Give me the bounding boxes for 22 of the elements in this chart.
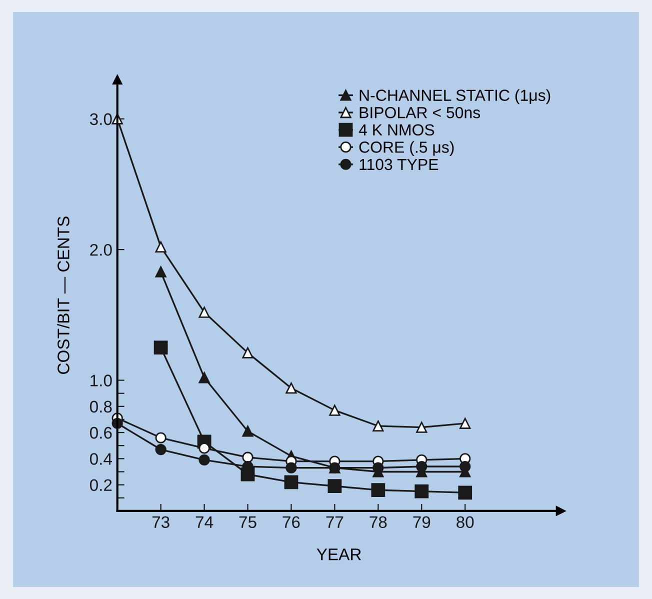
x-tick-label: 76 [282,516,300,528]
y-tick-label: 0.8 [90,400,112,413]
y-tick-label: 3.0 [90,113,112,126]
legend-label: 1103 TYPE [360,158,438,170]
y-tick-label: 0.6 [90,426,112,439]
legend-label: 4 K NMOS [358,124,434,136]
legend-label: BIPOLAR < 50ns [360,106,480,118]
y-tick-label: 1.0 [90,374,112,386]
x-tick-label: 79 [413,516,430,528]
x-tick-label: 74 [196,516,214,528]
x-axis-title: YEAR [316,548,361,560]
x-tick-label: 78 [370,516,387,528]
x-tick-label: 73 [152,516,170,528]
y-tick-label: 0.2 [90,479,112,492]
x-tick-label: 80 [456,516,474,528]
y-axis-title: COST/BIT — CENTS [57,216,70,374]
x-tick-label: 77 [326,516,344,528]
y-tick-label: 0.4 [90,453,112,465]
y-tick-label: 2.0 [90,244,112,256]
legend-label: CORE (.5 μs) [359,141,454,156]
x-tick-label: 75 [239,516,256,528]
legend-label: N-CHANNEL STATIC (1μs) [360,89,550,104]
